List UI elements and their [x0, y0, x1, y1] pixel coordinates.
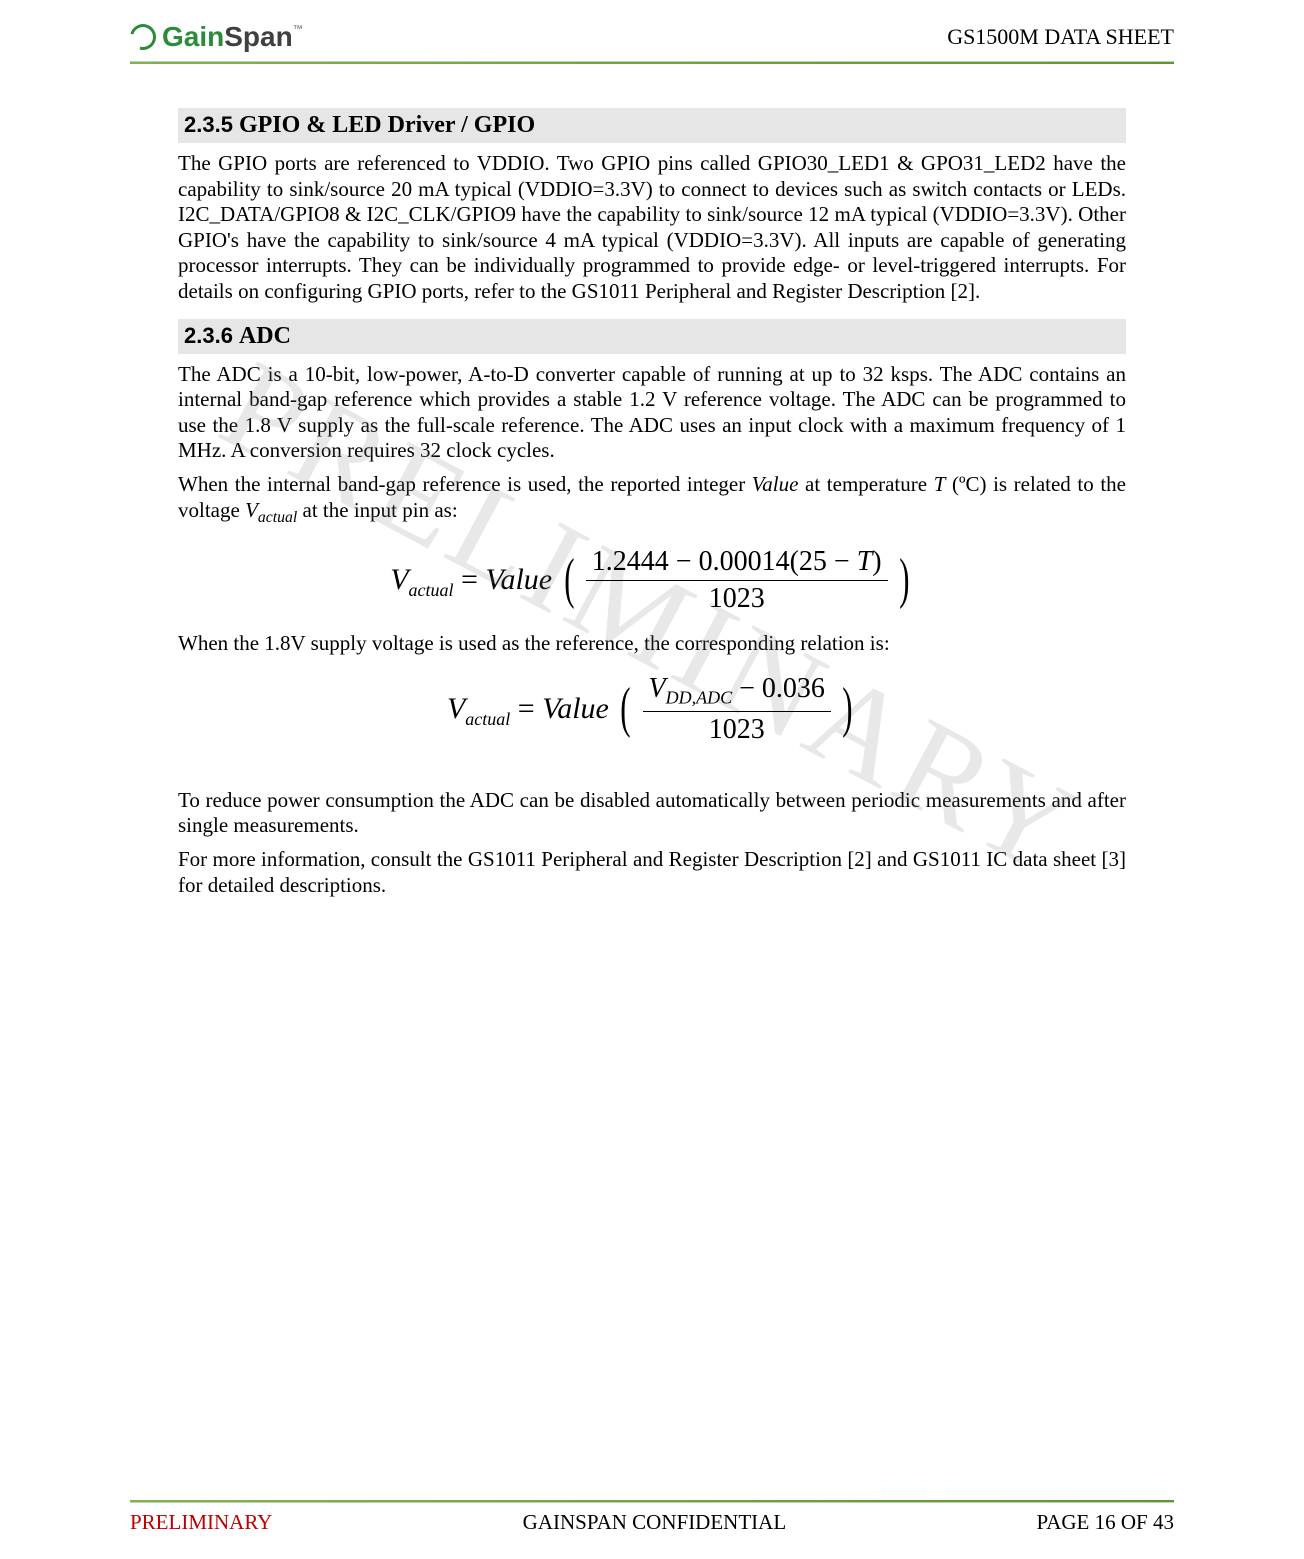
formula-2: Vactual = Value ( VDD,ADC − 0.036 1023 ) — [178, 668, 1126, 747]
footer-preliminary: PRELIMINARY — [130, 1510, 272, 1535]
para-gpio: The GPIO ports are referenced to VDDIO. … — [178, 151, 1126, 305]
f1-value: Value — [485, 563, 552, 596]
value-var: Value — [752, 472, 799, 496]
f1-fraction: 1.2444 − 0.00014(25 − T) 1023 — [586, 546, 888, 615]
f1-numerator: 1.2444 − 0.00014(25 − T) — [586, 546, 888, 581]
section-num: 2.3.5 — [184, 112, 233, 137]
para-adc-formula1-lead: When the internal band-gap reference is … — [178, 472, 1126, 527]
page: GainSpan™ GS1500M DATA SHEET PRELIMINARY… — [0, 0, 1304, 1559]
f2-denominator: 1023 — [643, 712, 831, 746]
f1-rparen: ) — [899, 547, 909, 611]
header: GainSpan™ GS1500M DATA SHEET — [100, 20, 1204, 59]
v-var: V — [245, 498, 258, 522]
footer-page-mid: OF — [1116, 1510, 1153, 1534]
text: When the internal band-gap reference is … — [178, 472, 752, 496]
logo-tm: ™ — [293, 24, 303, 35]
footer-page: PAGE 16 OF 43 — [1036, 1510, 1174, 1535]
section-heading-adc: 2.3.6 ADC — [178, 319, 1126, 354]
f1-eq: = — [461, 563, 485, 596]
footer-page-cur: 16 — [1095, 1510, 1116, 1534]
f1-V: V — [390, 563, 408, 596]
formula-1: Vactual = Value ( 1.2444 − 0.00014(25 − … — [178, 539, 1126, 617]
text: at temperature — [798, 472, 933, 496]
f2-num-rest: − 0.036 — [732, 673, 825, 704]
logo: GainSpan™ — [130, 20, 303, 53]
f2-rparen: ) — [843, 676, 853, 740]
f2-fraction: VDD,ADC − 0.036 1023 — [643, 673, 831, 746]
f2-num-sub: DD,ADC — [666, 688, 733, 708]
v-sub: actual — [258, 509, 297, 526]
section-title: ADC — [239, 323, 291, 349]
logo-swirl-icon — [125, 19, 161, 55]
section-title: GPIO & LED Driver / GPIO — [239, 112, 535, 138]
content-area: PRELIMINARY 2.3.5 GPIO & LED Driver / GP… — [100, 64, 1204, 898]
f2-num-V: V — [649, 673, 666, 704]
temp-var: T — [934, 472, 946, 496]
logo-text-gain: Gain — [162, 21, 224, 53]
para-adc-formula2-lead: When the 1.8V supply voltage is used as … — [178, 631, 1126, 657]
footer-page-tot: 43 — [1153, 1510, 1174, 1534]
para-adc-intro: The ADC is a 10-bit, low-power, A-to-D c… — [178, 362, 1126, 464]
f1-denominator: 1023 — [586, 581, 888, 615]
f2-eq: = — [518, 692, 542, 725]
footer: PRELIMINARY GAINSPAN CONFIDENTIAL PAGE 1… — [130, 1510, 1174, 1535]
f2-numerator: VDD,ADC − 0.036 — [643, 673, 831, 712]
footer-confidential: GAINSPAN CONFIDENTIAL — [523, 1510, 786, 1535]
f2-sub: actual — [465, 709, 510, 729]
f1-sub: actual — [409, 580, 454, 600]
f2-lparen: ( — [621, 676, 631, 740]
section-num: 2.3.6 — [184, 323, 233, 348]
para-adc-reduce: To reduce power consumption the ADC can … — [178, 788, 1126, 839]
doc-title: GS1500M DATA SHEET — [947, 24, 1174, 50]
f2-value: Value — [542, 692, 609, 725]
footer-rule — [130, 1500, 1174, 1503]
f2-V: V — [447, 692, 465, 725]
f1-lparen: ( — [564, 547, 574, 611]
text: at the input pin as: — [297, 498, 457, 522]
section-heading-gpio: 2.3.5 GPIO & LED Driver / GPIO — [178, 108, 1126, 143]
para-adc-more-info: For more information, consult the GS1011… — [178, 847, 1126, 898]
footer-page-pre: PAGE — [1036, 1510, 1094, 1534]
logo-text-span: Span — [224, 21, 292, 53]
